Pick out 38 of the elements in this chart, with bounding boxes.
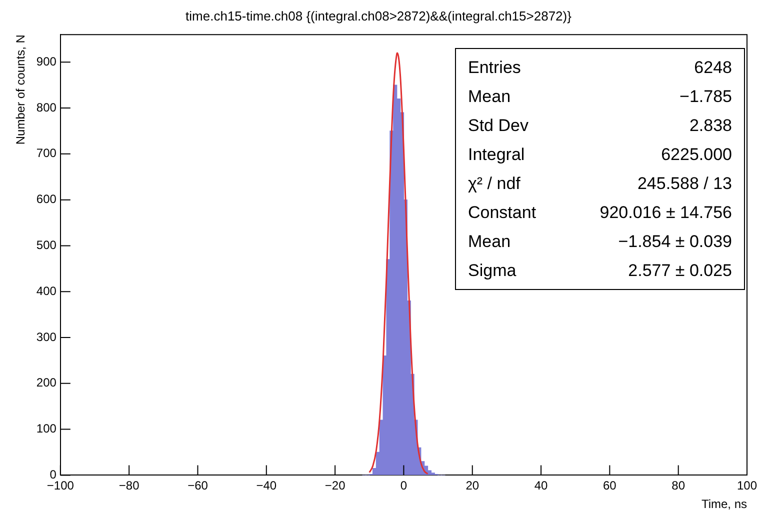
annotation: Mean: [468, 231, 511, 253]
x-tick-label: −40: [256, 478, 277, 493]
x-tick-label: −20: [324, 478, 346, 493]
y-tick-label: 200: [36, 376, 57, 390]
x-tick-label: −80: [118, 478, 140, 493]
y-tick-label: 900: [36, 54, 57, 68]
y-tick-label: 100: [36, 422, 57, 436]
x-tick-label: 60: [603, 478, 617, 493]
annotation: 245.588 / 13: [637, 173, 732, 195]
annotation: Entries: [468, 57, 521, 79]
x-tick-label: −60: [188, 478, 208, 493]
x-axis-title: Time, ns: [701, 497, 747, 512]
x-tick-label: 40: [534, 478, 548, 493]
y-tick-label: 800: [36, 100, 57, 114]
x-tick-label: 20: [466, 478, 480, 493]
annotation: 2.838: [689, 115, 732, 137]
y-tick-label: 600: [36, 192, 57, 206]
annotation: 6248: [694, 57, 732, 79]
y-axis-title: Number of counts, N: [14, 34, 28, 145]
annotation: Integral: [468, 144, 525, 166]
y-tick-label: 300: [36, 330, 57, 344]
annotation: 2.577 ± 0.025: [628, 260, 732, 282]
annotation: χ² / ndf: [468, 173, 520, 195]
annotation: Std Dev: [468, 115, 528, 137]
annotation: Constant: [468, 202, 536, 224]
annotation: Mean: [468, 86, 511, 108]
y-tick-label: 400: [36, 284, 57, 298]
y-tick-label: 700: [36, 146, 57, 160]
x-tick-label: 80: [672, 478, 686, 493]
x-tick-label: 0: [400, 478, 408, 493]
annotation: −1.854 ± 0.039: [618, 231, 732, 253]
annotation: Sigma: [468, 260, 516, 282]
y-tick-label: 500: [36, 238, 57, 252]
chart-title: time.ch15-time.ch08 {(integral.ch08>2872)&&(integral.ch15>2872)}: [186, 8, 572, 24]
annotation: 6225.000: [661, 144, 732, 166]
annotation: 920.016 ± 14.756: [600, 202, 732, 224]
x-tick-label: 100: [736, 478, 758, 493]
annotation: −1.785: [680, 86, 732, 108]
